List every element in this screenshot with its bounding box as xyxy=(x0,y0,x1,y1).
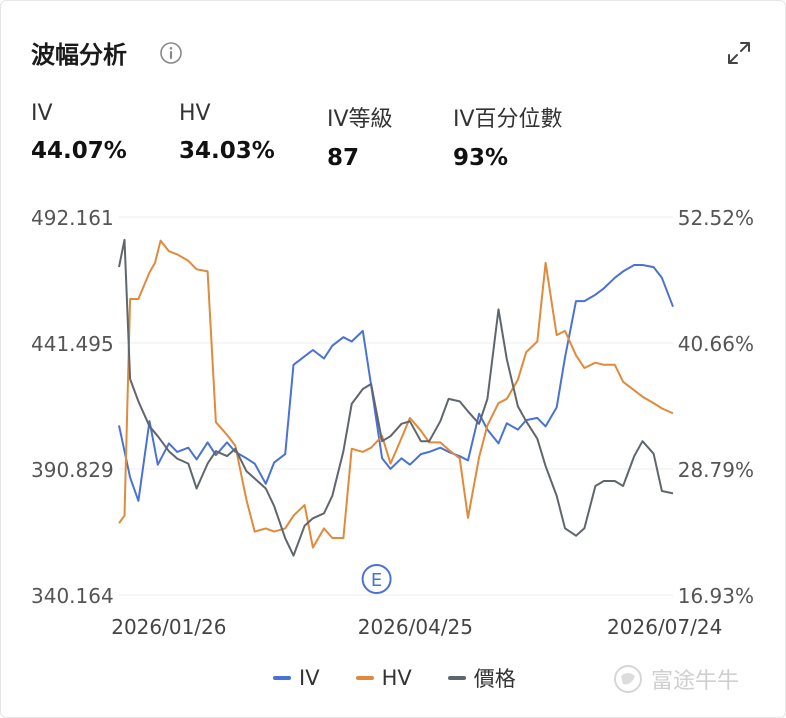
legend-label: IV xyxy=(299,666,320,690)
right-axis-tick-label: 16.93% xyxy=(678,584,754,608)
volatility-chart[interactable]: 492.161 52.52% 441.495 40.66% 390.829 28.79% 3… xyxy=(1,191,785,641)
expand-icon[interactable] xyxy=(725,39,753,67)
earnings-marker xyxy=(361,564,392,594)
left-axis-tick-label: 390.829 xyxy=(31,458,114,482)
x-axis-tick-label: 2026/04/25 xyxy=(358,615,473,639)
price-series-line xyxy=(118,238,674,557)
hv-series-line xyxy=(118,239,674,549)
legend-item-price[interactable]: 價格 xyxy=(447,663,516,693)
stat-hv: HV 34.03% xyxy=(179,101,275,164)
stat-value: 44.07% xyxy=(31,138,127,164)
stat-iv: IV 44.07% xyxy=(31,101,127,164)
legend-swatch xyxy=(273,676,291,680)
right-axis-tick-label: 40.66% xyxy=(678,332,754,356)
left-axis-tick-label: 441.495 xyxy=(31,332,114,356)
legend-item-hv[interactable]: HV xyxy=(355,666,412,690)
earnings-marker-label: E xyxy=(371,570,382,591)
legend-label: 價格 xyxy=(473,667,516,691)
right-axis-tick-label: 52.52% xyxy=(678,206,754,230)
info-icon[interactable] xyxy=(159,41,183,65)
stat-label: IV百分位數 xyxy=(453,107,563,132)
stat-label: IV等級 xyxy=(327,107,393,132)
legend-swatch xyxy=(355,676,374,680)
futu-logo-icon xyxy=(614,665,642,693)
stat-label: IV xyxy=(31,101,53,126)
x-axis-tick-label: 2026/07/24 xyxy=(607,615,722,639)
left-axis-tick-label: 340.164 xyxy=(31,584,114,608)
iv-series-line xyxy=(118,264,674,502)
right-axis-tick-label: 28.79% xyxy=(678,458,754,482)
chart-legend: IV HV 價格 xyxy=(273,663,516,693)
watermark-text: 富途牛牛 xyxy=(651,669,740,694)
legend-swatch xyxy=(447,676,466,680)
watermark: 富途牛牛 xyxy=(613,663,739,695)
card-title: 波幅分析 xyxy=(31,41,127,69)
legend-label: HV xyxy=(381,666,412,690)
stat-label: HV xyxy=(179,101,211,126)
x-axis-tick-label: 2026/01/26 xyxy=(111,615,226,639)
stat-iv-percentile: IV百分位數 93% xyxy=(453,101,563,171)
left-axis-tick-label: 492.161 xyxy=(31,206,114,230)
stat-value: 93% xyxy=(453,145,509,171)
stat-value: 34.03% xyxy=(179,138,275,164)
legend-item-iv[interactable]: IV xyxy=(273,666,320,690)
stat-value: 87 xyxy=(327,145,360,171)
stat-iv-rank: IV等級 87 xyxy=(327,101,393,171)
